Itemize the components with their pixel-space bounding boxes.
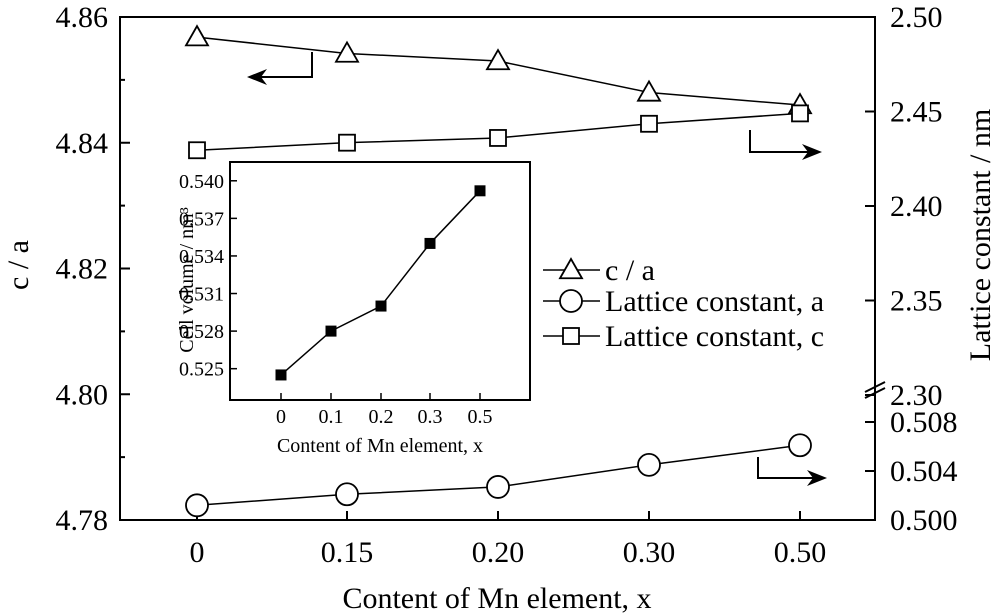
data-point-square [489,129,507,147]
y-left-axis-title: c / a [2,240,35,290]
y-left-tick-label: 4.84 [56,127,109,160]
y-left-tick-label: 4.86 [56,1,109,34]
inset-data-point [474,185,486,197]
data-point-triangle [334,40,360,63]
data-point-circle [788,433,812,458]
y-right-upper-tick-label: 2.50 [890,1,943,34]
data-point-triangle [485,48,511,71]
x-tick-label: 0.15 [321,536,374,569]
legend-marker-square [562,327,580,345]
y-right-upper-tick-label: 2.30 [890,379,943,412]
y-left-tick-label: 4.80 [56,378,109,411]
inset-x-tick-label: 0.1 [319,406,344,428]
inset-data-point [275,369,287,381]
y-left-tick-label: 4.78 [56,504,109,537]
y-right-lower-tick-label: 0.508 [890,406,958,439]
data-point-square [640,114,658,133]
arrow-head [802,144,822,160]
legend-marker-circle [559,289,583,313]
y-right-upper-tick-label: 2.45 [890,96,943,129]
series-line [196,36,801,106]
y-right-axis-title: Lattice constant / nm [964,109,997,361]
arrow-line [757,457,817,479]
data-point-square [338,133,356,152]
inset-x-tick-label: 0 [276,406,286,428]
x-tick-label: 0.50 [774,536,827,569]
inset-plot-background [230,162,530,400]
arrow-line [749,130,812,153]
data-point-triangle [184,24,210,47]
x-axis-title: Content of Mn element, x [342,582,651,615]
inset-x-axis-title: Content of Mn element, x [277,435,483,457]
data-point-triangle [636,79,662,102]
y-right-lower-tick-label: 0.500 [890,504,958,537]
x-tick-label: 0 [190,536,205,569]
inset-x-tick-label: 0.5 [468,406,493,428]
data-point-square [188,141,206,160]
legend-marker-triangle [558,257,584,280]
legend-label: Lattice constant, a [605,285,824,318]
inset-y-tick-label: 0.525 [179,359,224,381]
y-left-tick-label: 4.82 [56,253,109,286]
inset-data-point [424,237,436,249]
axis-break [864,381,886,399]
y-right-lower-tick-label: 0.504 [890,455,958,488]
x-tick-label: 0.30 [623,536,676,569]
arrow-line [252,52,313,78]
data-point-circle [637,452,661,477]
inset-y-tick-label: 0.537 [179,208,224,230]
inset-plot: 0 0.1 0.2 0.3 0.5 0.525 0.528 0.531 0.534 0.537 0.… [179,171,493,428]
data-point-square [791,104,809,123]
inset-y-tick-label: 0.540 [179,171,224,193]
inset-y-tick-label: 0.531 [179,284,224,306]
inset-data-point [375,300,387,312]
arrow-head [247,69,267,85]
inset-y-tick-label: 0.528 [179,321,224,343]
y-right-upper-tick-label: 2.40 [890,190,943,223]
inset-y-tick-label: 0.534 [179,246,224,268]
main-plot: 0 0.15 0.20 0.30 0.504.784.804.824.844.862.3… [56,1,958,569]
x-tick-label: 0.20 [472,536,525,569]
legend-label: c / a [605,254,655,287]
inset-plot-frame [229,161,531,401]
data-point-circle [486,475,510,499]
arrow-head [807,470,827,486]
inset-data-point [325,325,337,337]
inset-x-tick-label: 0.2 [369,406,394,428]
data-point-circle [335,482,359,507]
y-right-upper-tick-label: 2.35 [890,285,943,318]
inset-y-axis-title: Cell volume / nm³ [176,207,198,352]
data-point-circle [185,493,209,518]
legend-label: Lattice constant, c [605,320,824,353]
inset-x-tick-label: 0.3 [418,406,443,428]
